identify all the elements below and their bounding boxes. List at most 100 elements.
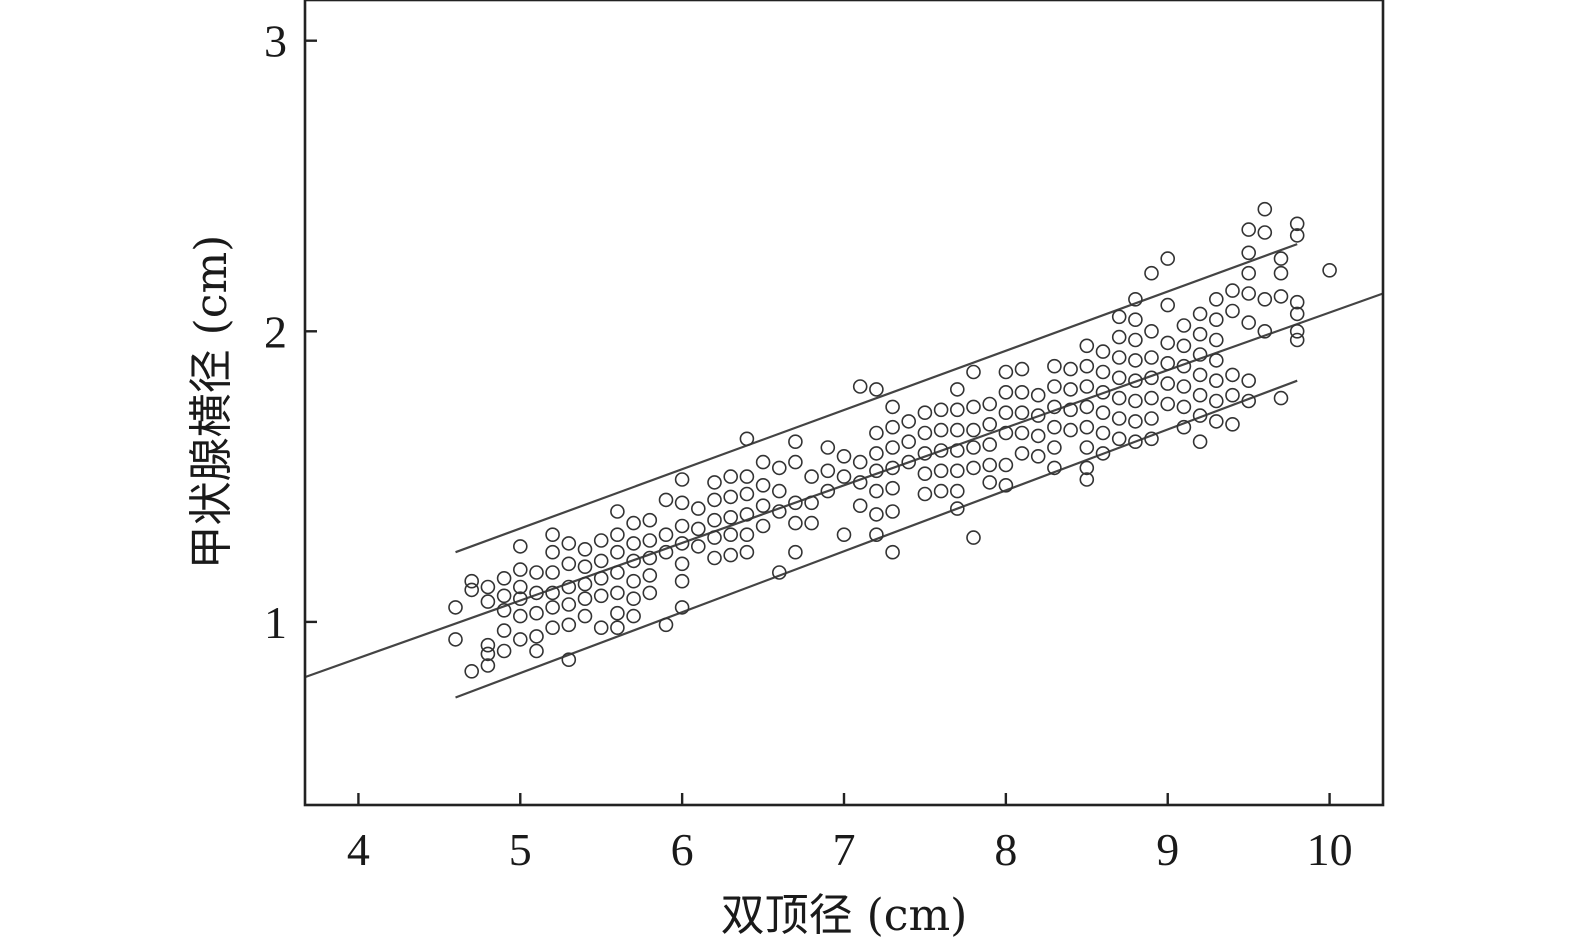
data-point <box>771 504 787 519</box>
data-point <box>820 463 836 479</box>
data-point <box>529 585 544 601</box>
data-point <box>1257 225 1273 240</box>
data-point <box>869 507 884 522</box>
data-point <box>545 600 560 615</box>
data-point <box>885 440 900 455</box>
data-point <box>561 617 577 633</box>
data-point <box>658 492 674 508</box>
data-point <box>933 483 949 499</box>
data-point <box>626 608 641 624</box>
data-point <box>610 565 625 580</box>
data-point <box>674 495 690 511</box>
data-point <box>674 536 690 551</box>
data-point <box>998 457 1014 473</box>
data-point <box>739 527 755 543</box>
data-point <box>1128 393 1143 409</box>
data-point <box>577 576 593 592</box>
data-point <box>885 480 900 496</box>
data-point <box>1144 265 1159 281</box>
data-point <box>674 518 690 534</box>
data-point <box>1225 283 1240 298</box>
data-point <box>949 382 965 397</box>
data-point <box>852 379 868 394</box>
data-point <box>869 463 884 479</box>
data-point <box>610 504 625 519</box>
data-point <box>771 483 787 499</box>
data-point <box>1192 347 1208 362</box>
data-point <box>836 448 852 464</box>
data-point <box>869 382 884 397</box>
data-point <box>1014 384 1030 400</box>
data-point <box>820 440 836 455</box>
data-point <box>1241 265 1256 281</box>
data-point <box>642 585 658 601</box>
data-point <box>707 475 722 490</box>
data-point <box>626 591 641 607</box>
data-point <box>593 553 609 569</box>
data-point <box>771 460 787 476</box>
data-point <box>658 617 674 633</box>
data-point <box>788 544 803 560</box>
data-point <box>690 539 706 554</box>
data-point <box>852 475 868 490</box>
x-tick-label: 9 <box>1156 824 1179 875</box>
data-point <box>901 434 917 450</box>
prediction-band-lower <box>455 379 1298 699</box>
data-point <box>1289 216 1305 232</box>
data-point <box>1144 431 1159 447</box>
x-tick-label: 6 <box>671 824 694 875</box>
data-point <box>1095 425 1111 441</box>
data-point <box>690 501 706 516</box>
data-point <box>1030 448 1046 464</box>
data-point <box>998 364 1014 380</box>
data-point <box>1079 472 1095 487</box>
data-point <box>1257 323 1273 339</box>
data-point <box>1192 434 1208 450</box>
data-point <box>1241 245 1256 261</box>
data-point <box>1192 408 1208 423</box>
data-point <box>804 469 819 484</box>
data-point <box>529 565 544 580</box>
data-point <box>610 544 625 560</box>
data-point <box>1192 306 1208 322</box>
data-point <box>1289 323 1305 339</box>
data-point <box>739 507 755 522</box>
data-point <box>1160 376 1175 391</box>
data-point <box>642 533 658 548</box>
data-point <box>577 608 593 624</box>
data-point <box>917 466 933 482</box>
data-point <box>917 486 933 502</box>
data-point <box>1111 370 1127 386</box>
plot-area <box>305 201 1383 699</box>
data-point <box>998 477 1014 493</box>
regression-lines <box>305 243 1383 699</box>
data-point <box>674 573 690 589</box>
data-point <box>529 643 544 659</box>
data-point <box>561 597 577 612</box>
data-point <box>529 629 544 644</box>
data-point <box>723 469 739 484</box>
data-point <box>1128 332 1143 348</box>
data-point <box>561 536 577 551</box>
data-point <box>1273 289 1289 304</box>
data-point <box>610 585 625 601</box>
data-point <box>1209 332 1224 348</box>
data-point <box>1079 338 1095 354</box>
data-point <box>593 588 609 604</box>
data-point <box>561 652 577 668</box>
data-point <box>642 550 658 566</box>
data-point <box>755 498 771 514</box>
data-point <box>1176 318 1192 333</box>
data-point <box>1144 390 1159 406</box>
data-point <box>982 416 998 432</box>
data-point <box>869 425 884 441</box>
data-point <box>933 443 949 458</box>
data-point <box>739 544 755 560</box>
data-point <box>723 527 739 543</box>
data-point <box>788 515 803 531</box>
data-point <box>448 632 463 647</box>
data-point <box>982 475 998 490</box>
data-point <box>674 600 690 615</box>
data-point <box>885 419 900 435</box>
data-point <box>512 539 528 554</box>
